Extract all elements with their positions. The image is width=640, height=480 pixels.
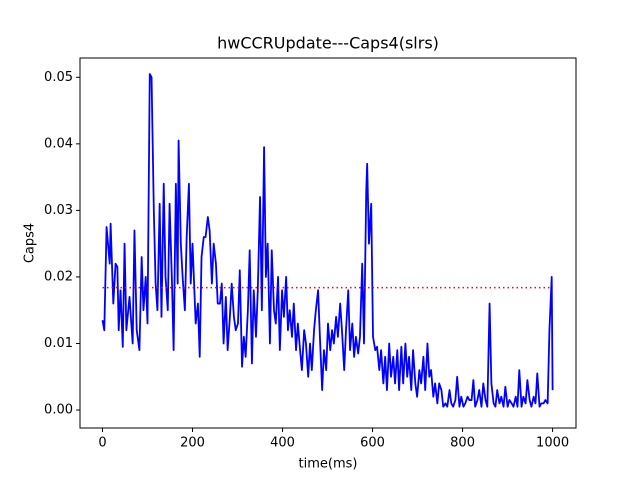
x-tick-label: 800 [450,436,475,451]
x-tick-label: 0 [98,436,106,451]
x-tick-label: 200 [180,436,205,451]
y-tick-label: 0.05 [44,70,73,85]
data-line [101,73,554,408]
x-tick-label: 1000 [536,436,569,451]
y-tick-label: 0.01 [44,336,73,351]
y-tick-label: 0.00 [44,403,73,418]
y-axis-label: Caps4 [23,223,38,263]
x-tick-label: 400 [270,436,295,451]
y-tick-label: 0.02 [44,269,73,284]
chart-title: hwCCRUpdate---Caps4(slrs) [217,34,439,53]
plot-frame [79,57,577,429]
x-axis-label: time(ms) [299,457,358,472]
x-tick-label: 600 [360,436,385,451]
y-tick-label: 0.03 [44,203,73,218]
y-tick-label: 0.04 [44,136,73,151]
